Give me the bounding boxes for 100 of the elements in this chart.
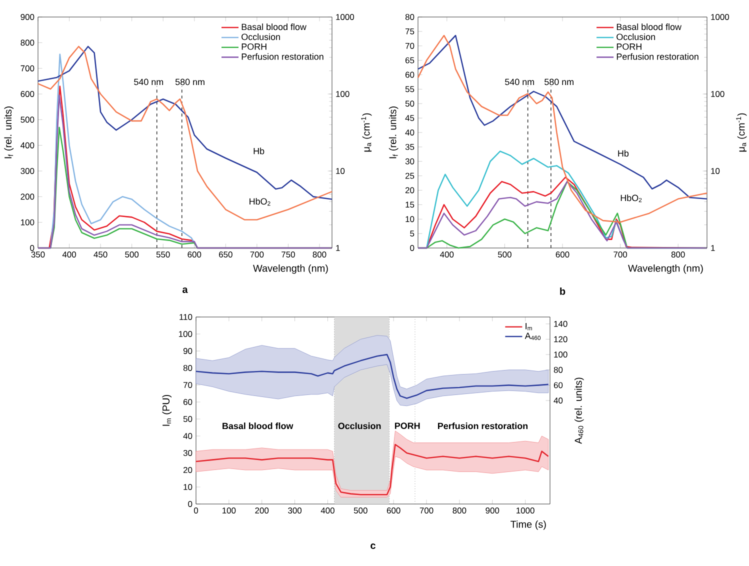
y-tick-label: 40 bbox=[183, 433, 192, 439]
x-tick-label: 550 bbox=[156, 252, 170, 258]
x-tick-label: 200 bbox=[255, 508, 269, 514]
y-tick-label: 5 bbox=[410, 230, 414, 237]
y-tick-label: 70 bbox=[406, 42, 414, 49]
y-tick-label: 100 bbox=[178, 331, 192, 337]
y-tick-label: 0 bbox=[410, 245, 414, 251]
y-tick-label: 90 bbox=[183, 348, 192, 354]
y-tick-label: 40 bbox=[405, 130, 414, 136]
y-tick-label: 70 bbox=[184, 382, 192, 388]
x-tick-label: 700 bbox=[420, 508, 434, 514]
y2-tick-label: 80 bbox=[554, 366, 563, 373]
y2-axis-title: μ$_{a}$ (cm$^{-1}$) bbox=[361, 113, 372, 152]
y-tick-label: 800 bbox=[20, 40, 34, 46]
legend-label: PORH bbox=[616, 43, 642, 50]
legend-label: A$_{460}$ bbox=[524, 332, 541, 340]
ref-line-label: 540 nm bbox=[134, 78, 164, 86]
legend-label: I$_{m}$ bbox=[526, 323, 532, 330]
text: c bbox=[370, 544, 376, 549]
legend-label: Basal blood flow bbox=[616, 23, 682, 30]
y2-tick-label: 100 bbox=[336, 91, 350, 97]
y-tick-label: 20 bbox=[183, 467, 192, 473]
y-tick-label: 60 bbox=[406, 72, 414, 78]
x-tick-label: 650 bbox=[219, 252, 232, 258]
y2-tick-label: 10 bbox=[336, 168, 345, 174]
y-tick-label: 100 bbox=[20, 219, 34, 226]
y2-tick-label: 120 bbox=[554, 336, 568, 342]
y-tick-label: 900 bbox=[20, 14, 34, 20]
x-tick-label: 500 bbox=[498, 252, 512, 258]
legend-label: Occlusion bbox=[616, 33, 655, 40]
legend-label: Occlusion bbox=[242, 33, 280, 40]
ref-line-label: 580 nm bbox=[175, 78, 204, 86]
y2-tick-label: 60 bbox=[554, 382, 563, 388]
y-tick-label: 600 bbox=[20, 91, 34, 97]
y-tick-label: 200 bbox=[20, 194, 34, 200]
y-tick-label: 55 bbox=[405, 86, 414, 92]
y-axis-title: I$_{f}$ (rel. units) bbox=[388, 106, 398, 158]
x-tick-label: 600 bbox=[188, 252, 202, 258]
legend-label: PORH bbox=[242, 43, 266, 50]
y-tick-label: 15 bbox=[406, 202, 414, 208]
x-tick-label: 500 bbox=[354, 508, 368, 514]
x-axis-title: Wavelength (nm) bbox=[253, 264, 328, 274]
y-tick-label: 30 bbox=[183, 450, 192, 456]
y-tick-label: 0 bbox=[188, 501, 192, 507]
legend-label: Perfusion restoration bbox=[616, 53, 698, 60]
y2-tick-label: 10 bbox=[711, 168, 720, 174]
y-tick-label: 110 bbox=[180, 314, 192, 320]
x-tick-label: 300 bbox=[288, 508, 302, 514]
text: a bbox=[182, 288, 188, 293]
y2-tick-label: 140 bbox=[554, 320, 568, 327]
y-tick-label: 80 bbox=[183, 365, 192, 371]
ref-line-label: 580 nm bbox=[544, 78, 574, 86]
y-axis-title: I$_{f}$ (rel. units) bbox=[4, 106, 14, 158]
x-tick-label: 700 bbox=[250, 252, 264, 258]
x-tick-label: 400 bbox=[62, 252, 76, 258]
y-tick-label: 75 bbox=[406, 28, 414, 34]
annotation: Hb bbox=[254, 148, 264, 154]
x-tick-label: 800 bbox=[671, 252, 685, 258]
x-tick-label: 450 bbox=[94, 252, 108, 258]
annotation: Hb bbox=[618, 150, 629, 157]
annotation: Basal blood flow bbox=[222, 422, 294, 430]
text: b bbox=[560, 288, 566, 295]
x-tick-label: 600 bbox=[386, 508, 400, 514]
y-tick-label: 45 bbox=[405, 115, 414, 122]
annotation: HbO$_{2}$ bbox=[620, 194, 642, 202]
y-tick-label: 400 bbox=[20, 142, 34, 148]
y2-tick-label: 1000 bbox=[711, 14, 730, 20]
x-tick-label: 400 bbox=[320, 508, 334, 514]
y-tick-label: 10 bbox=[184, 484, 192, 490]
y-tick-label: 50 bbox=[405, 100, 414, 107]
y-tick-label: 25 bbox=[405, 172, 414, 179]
y-tick-label: 80 bbox=[405, 14, 414, 20]
line-series bbox=[195, 354, 550, 399]
y-tick-label: 0 bbox=[30, 245, 34, 251]
y-tick-label: 60 bbox=[184, 399, 192, 405]
x-tick-label: 400 bbox=[440, 252, 454, 258]
y-tick-label: 50 bbox=[183, 416, 192, 422]
legend-label: Perfusion restoration bbox=[242, 53, 324, 60]
y-axis-title: I$_{m}$ (PU) bbox=[162, 394, 172, 426]
annotation: Occlusion bbox=[338, 422, 381, 430]
x-tick-label: 800 bbox=[312, 252, 326, 258]
y2-tick-label: 100 bbox=[554, 352, 568, 358]
x-tick-label: 100 bbox=[222, 508, 236, 514]
annotation: PORH bbox=[394, 422, 420, 430]
x-axis-title: Wavelength (nm) bbox=[628, 264, 703, 274]
y-tick-label: 500 bbox=[20, 116, 34, 123]
x-tick-label: 1000 bbox=[516, 508, 534, 514]
annotation: Perfusion restoration bbox=[438, 422, 528, 430]
y2-axis-title: μ$_{a}$ (cm$^{-1}$) bbox=[736, 113, 747, 152]
x-axis-title: Time (s) bbox=[510, 520, 546, 530]
y2-tick-label: 1000 bbox=[336, 14, 354, 20]
y-tick-label: 300 bbox=[20, 168, 34, 174]
legend-label: Basal blood flow bbox=[242, 23, 306, 30]
x-tick-label: 350 bbox=[31, 252, 45, 258]
x-tick-label: 500 bbox=[125, 252, 139, 258]
ref-line-label: 540 nm bbox=[505, 78, 534, 86]
x-tick-label: 0 bbox=[194, 508, 198, 514]
y2-tick-label: 100 bbox=[711, 91, 724, 97]
y2-tick-label: 40 bbox=[554, 398, 563, 404]
y-tick-label: 65 bbox=[406, 57, 414, 64]
